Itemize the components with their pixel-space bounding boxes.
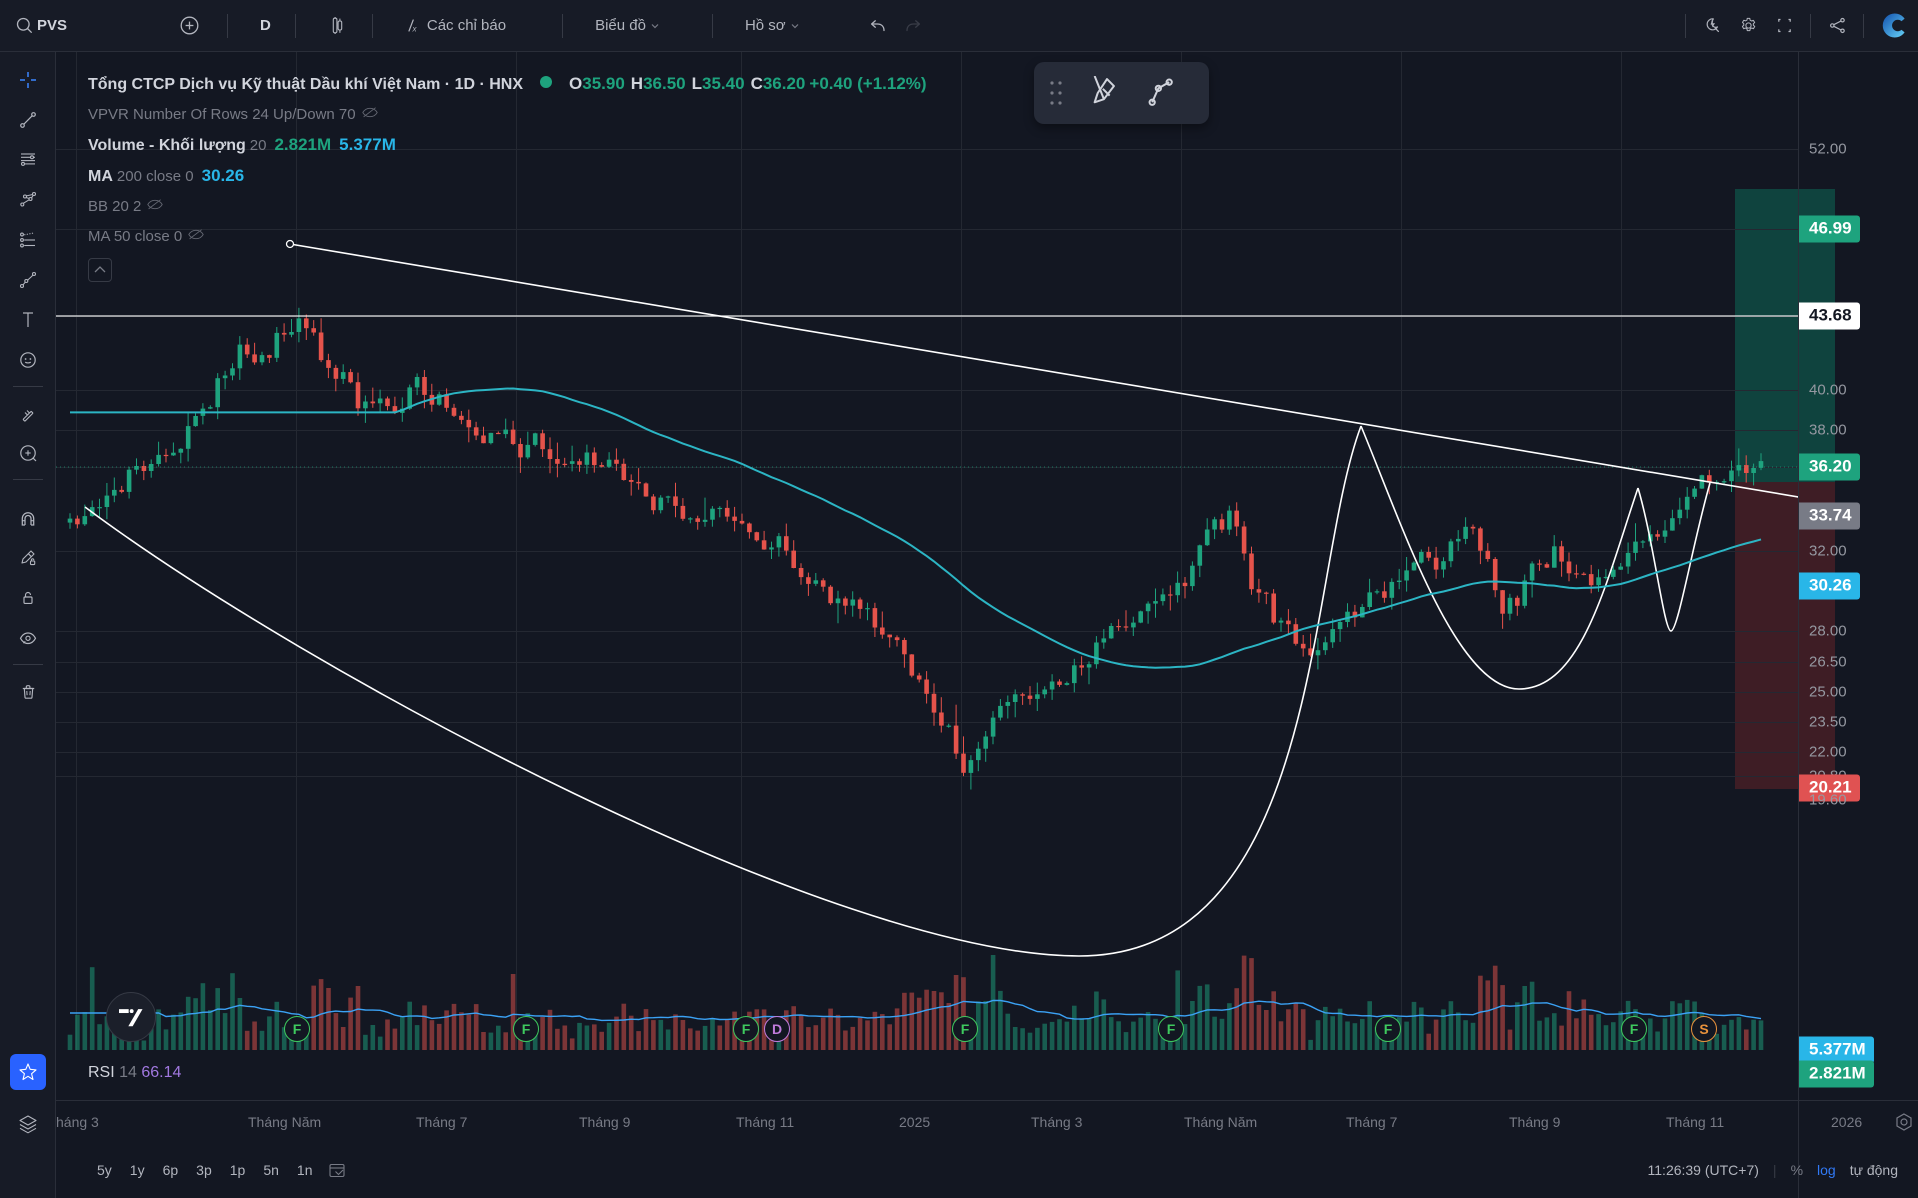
svg-text:x: x <box>411 25 417 34</box>
